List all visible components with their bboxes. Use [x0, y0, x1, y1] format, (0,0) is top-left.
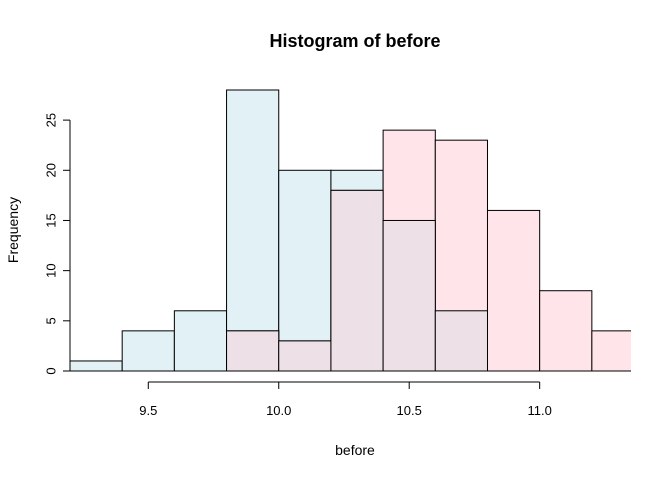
- chart-title: Histogram of before: [269, 31, 440, 51]
- x-tick-label: 11.0: [528, 403, 552, 418]
- histogram-bar-series-1: [278, 169, 332, 372]
- histogram-bar-series-2: [591, 330, 631, 372]
- y-tick-label: 20: [43, 163, 58, 177]
- x-axis-label: before: [335, 442, 375, 458]
- histogram-bar-series-2: [486, 209, 541, 372]
- histogram-bar-overlap: [278, 340, 332, 372]
- histogram-bar-overlap: [330, 189, 384, 372]
- histogram-bar-series-2: [539, 290, 593, 372]
- histogram-bar-series-1: [226, 89, 280, 372]
- y-tick-label: 0: [43, 367, 58, 374]
- histogram-bar-series-1: [70, 360, 123, 372]
- bars-layer: [70, 89, 631, 372]
- y-tick-label: 25: [43, 113, 58, 127]
- x-axis: 9.5 10.0 10.5 11.0: [139, 381, 552, 418]
- y-tick-label: 15: [43, 213, 58, 227]
- histogram-bar-overlap: [382, 219, 436, 372]
- y-tick-label: 10: [43, 263, 58, 277]
- histogram-bar-series-1: [173, 310, 228, 372]
- y-axis-label: Frequency: [5, 197, 21, 263]
- x-tick-label: 9.5: [139, 403, 157, 418]
- histogram-bar-overlap: [434, 310, 488, 372]
- y-axis: 0 5 10 15 20 25: [43, 113, 71, 375]
- histogram-bar-series-1: [121, 330, 175, 372]
- histogram-bar-overlap: [226, 330, 280, 372]
- x-tick-label: 10.0: [266, 403, 291, 418]
- y-tick-label: 5: [43, 317, 58, 324]
- x-tick-label: 10.5: [397, 403, 422, 418]
